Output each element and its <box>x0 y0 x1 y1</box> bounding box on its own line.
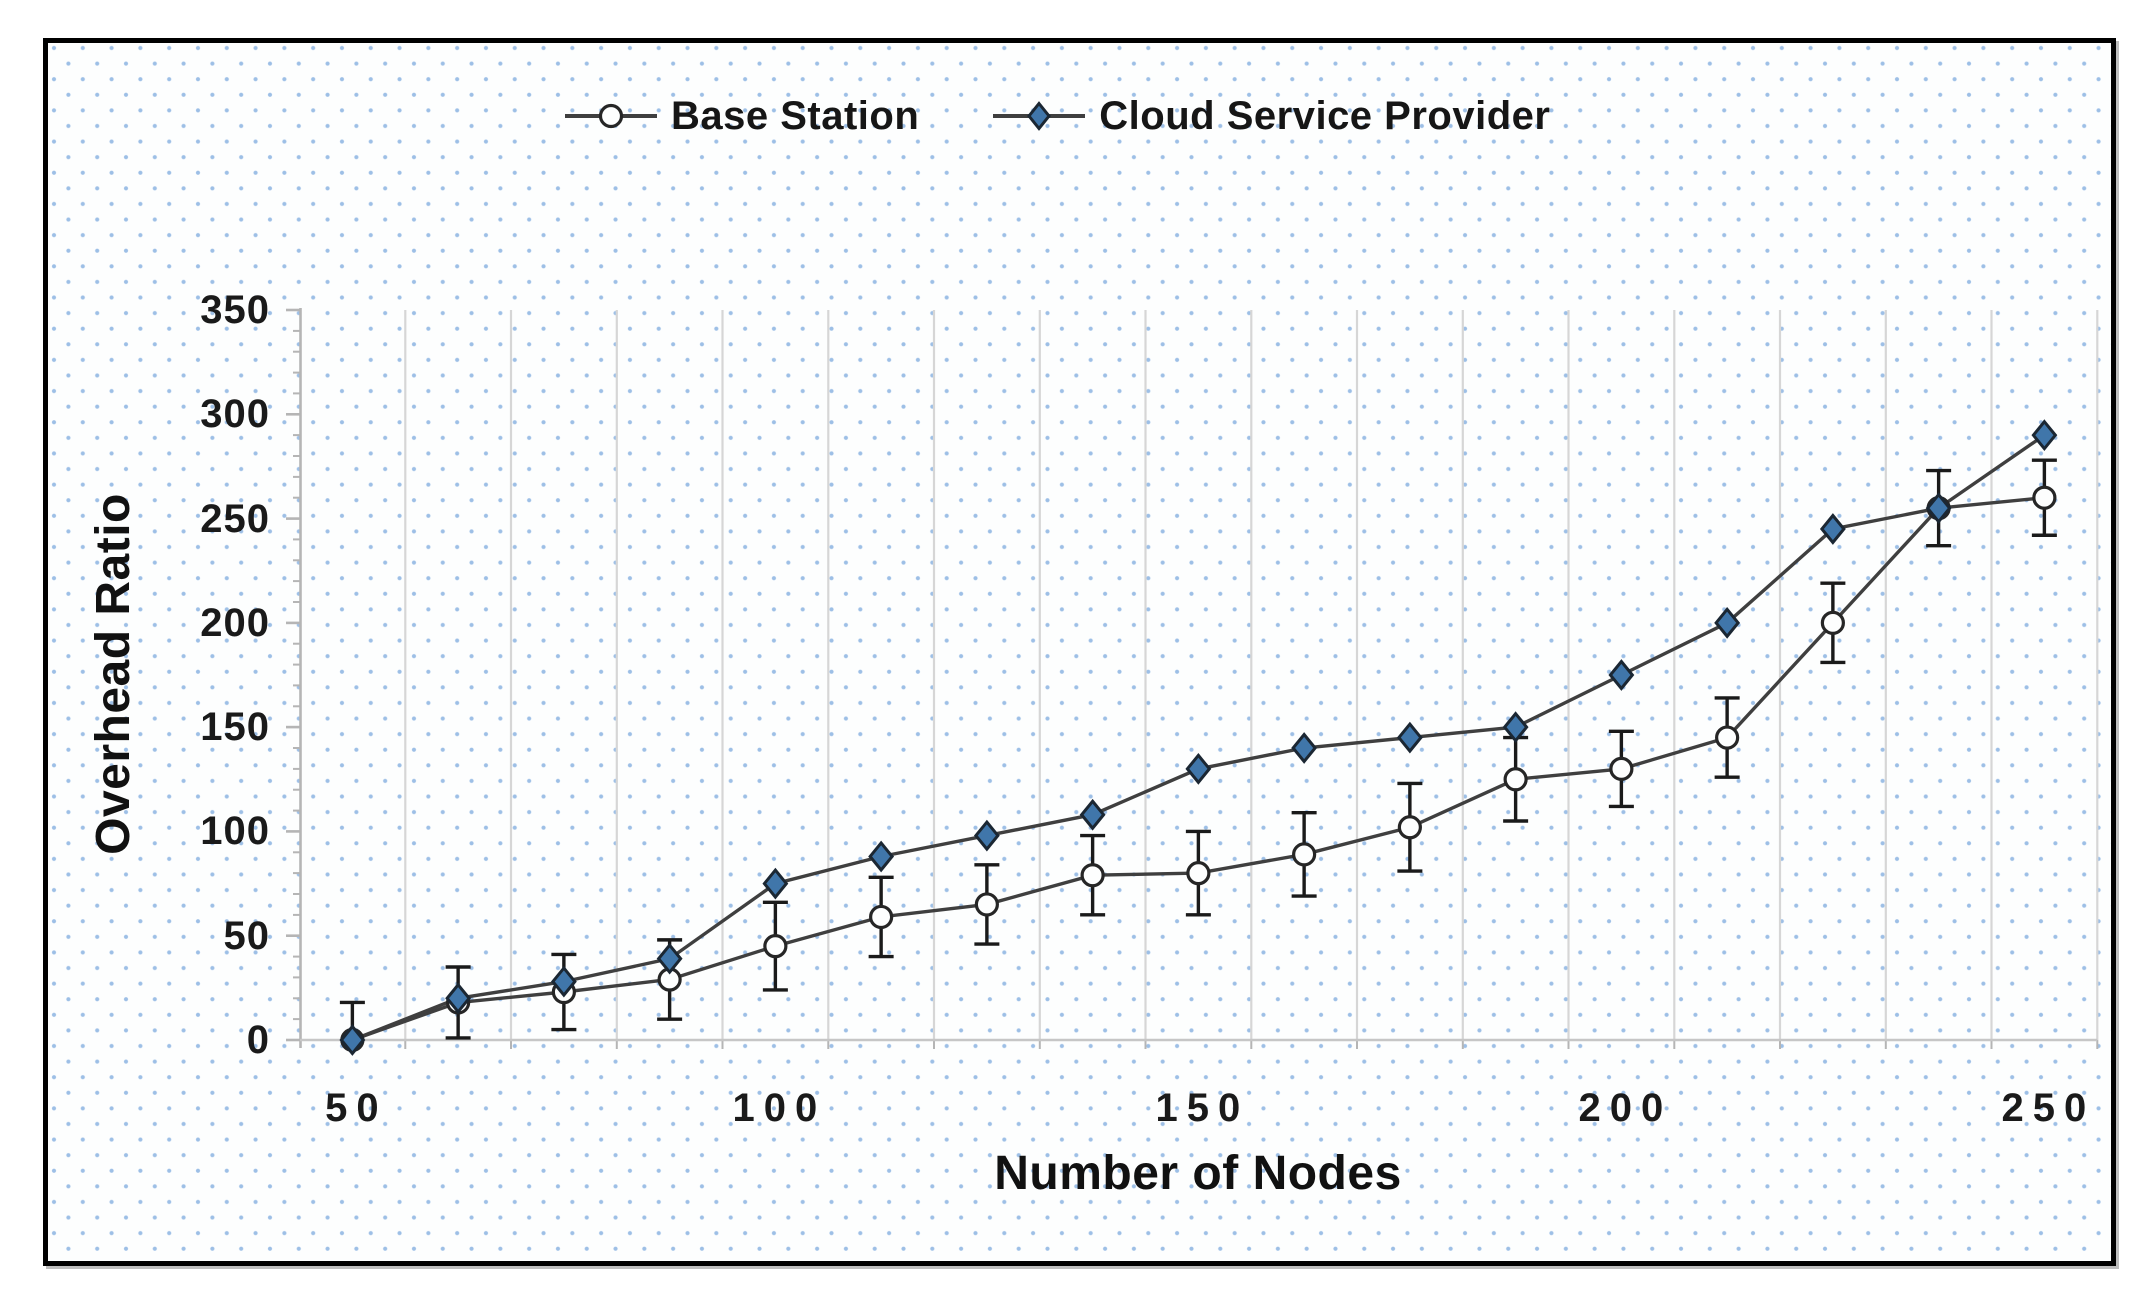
cloud-service-provider-point <box>2031 419 2058 452</box>
series-line-cloud-service-provider <box>351 433 2046 1042</box>
cloud-service-provider-point <box>1714 606 1741 639</box>
base-station-point <box>763 934 788 959</box>
x-axis-title: Number of Nodes <box>994 1147 1402 1200</box>
x-tick-label: 200 <box>1578 1086 1673 1130</box>
y-tick-label: 200 <box>200 600 270 645</box>
legend-label-cloud-service-provider: Cloud Service Provider <box>1099 93 1551 138</box>
base-station-point <box>1503 767 1528 792</box>
legend-circle-glyph <box>598 103 624 129</box>
cloud-service-provider-point <box>1502 711 1529 744</box>
diamond-marker-icon <box>993 101 1086 131</box>
cloud-service-provider-point <box>445 982 472 1015</box>
cloud-service-provider-point <box>1819 513 1846 545</box>
y-tick-label: 300 <box>200 392 270 437</box>
y-tick-label: 50 <box>223 913 270 958</box>
legend-item-cloud-service-provider: Cloud Service Provider <box>991 91 1550 141</box>
y-tick-label: 0 <box>246 1018 270 1062</box>
cloud-service-provider-point <box>1396 721 1423 754</box>
cloud-service-provider-point <box>1291 732 1318 764</box>
cloud-service-provider-point <box>762 867 789 900</box>
y-tick-label: 100 <box>200 809 270 854</box>
cloud-service-provider-point <box>1185 752 1212 785</box>
legend-diamond-glyph <box>1027 101 1052 131</box>
y-tick-label: 350 <box>200 288 270 332</box>
cloud-service-provider-point <box>1079 798 1106 831</box>
y-axis-title: Overhead Ratio <box>87 493 140 855</box>
chart-frame <box>43 38 2116 1266</box>
cloud-service-provider-point <box>868 840 895 873</box>
base-station-point <box>1186 861 1211 886</box>
cloud-service-provider-point <box>973 819 1000 852</box>
y-tick-label: 150 <box>200 705 270 750</box>
legend: Base Station Cloud Service Provider <box>563 90 1550 142</box>
y-tick-label: 250 <box>200 496 270 541</box>
cloud-service-provider-point <box>339 1024 366 1056</box>
base-station-point <box>2032 485 2057 510</box>
base-station-point <box>1609 756 1634 781</box>
base-station-point <box>869 904 894 930</box>
legend-item-base-station: Base Station <box>563 91 919 141</box>
base-station-point <box>1715 725 1740 750</box>
base-station-point <box>974 892 999 917</box>
x-tick-label: 250 <box>2001 1086 2096 1130</box>
cloud-service-provider-point <box>1608 659 1635 691</box>
cloud-service-provider-point <box>656 942 683 975</box>
base-station-point <box>1820 610 1845 635</box>
x-tick-label: 50 <box>325 1086 388 1130</box>
base-station-point <box>1292 842 1317 867</box>
x-tick-label: 100 <box>732 1086 827 1130</box>
legend-label-base-station: Base Station <box>671 93 920 138</box>
circle-marker-icon <box>565 103 657 129</box>
cloud-service-provider-point <box>1925 492 1952 525</box>
base-station-point <box>1397 815 1422 840</box>
base-station-point <box>1080 863 1105 888</box>
x-tick-label: 150 <box>1155 1086 1250 1130</box>
cloud-service-provider-point <box>550 965 577 998</box>
